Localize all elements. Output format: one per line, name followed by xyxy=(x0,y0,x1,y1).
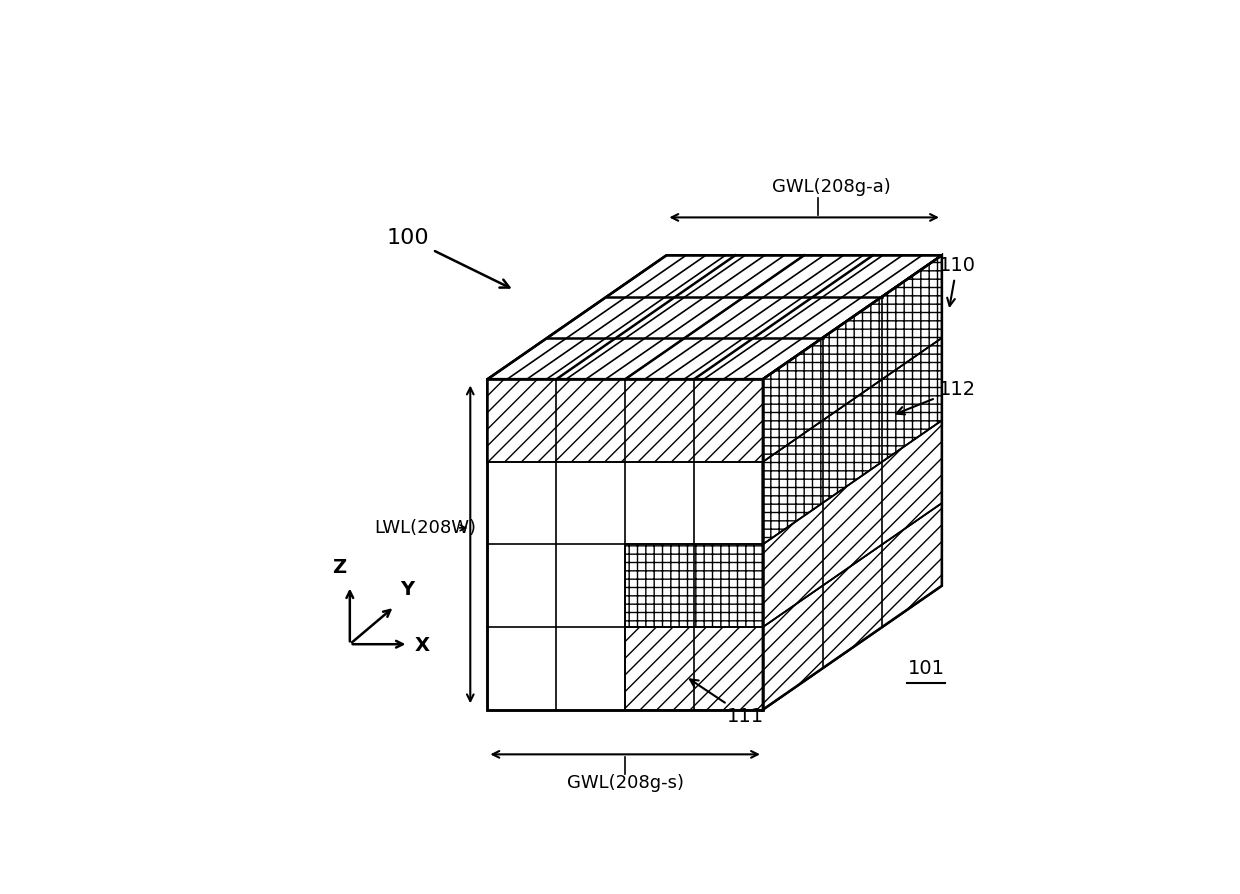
Polygon shape xyxy=(487,379,763,710)
Polygon shape xyxy=(763,338,942,544)
Text: 111: 111 xyxy=(689,679,764,726)
Polygon shape xyxy=(763,256,942,462)
Text: 101: 101 xyxy=(908,659,945,678)
Polygon shape xyxy=(487,256,942,379)
Polygon shape xyxy=(763,503,942,710)
Text: 100: 100 xyxy=(387,228,510,288)
Polygon shape xyxy=(487,379,763,462)
Text: GWL(208g-a): GWL(208g-a) xyxy=(773,178,892,196)
Polygon shape xyxy=(625,544,763,627)
Text: LWL(208W): LWL(208W) xyxy=(374,519,476,537)
Text: 110: 110 xyxy=(939,256,976,306)
Polygon shape xyxy=(763,420,942,627)
Text: 112: 112 xyxy=(897,380,976,415)
Text: GWL(208g-s): GWL(208g-s) xyxy=(567,774,683,792)
Text: Z: Z xyxy=(332,559,346,578)
Text: X: X xyxy=(414,637,429,655)
Polygon shape xyxy=(763,256,942,710)
Polygon shape xyxy=(625,627,763,710)
Text: Y: Y xyxy=(399,580,414,599)
